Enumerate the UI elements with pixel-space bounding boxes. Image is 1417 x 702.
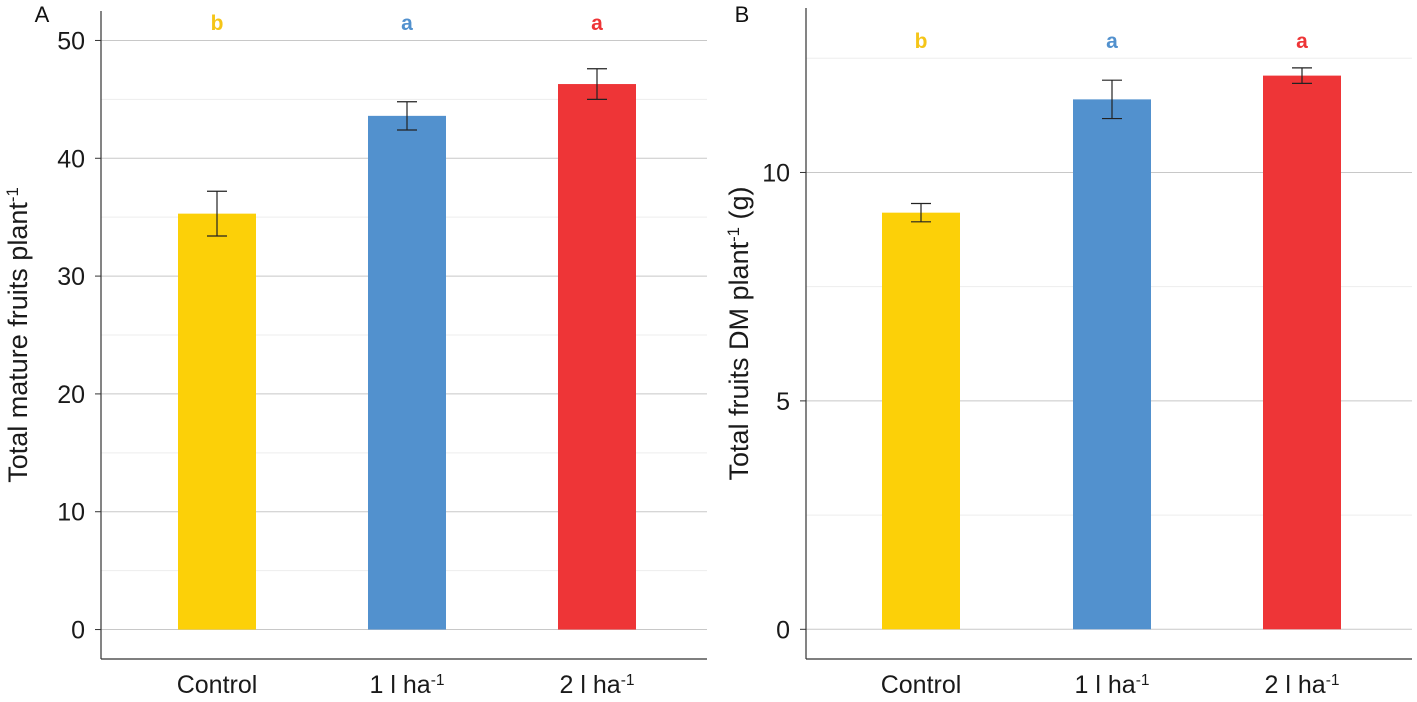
y-tick-label: 0 [71, 617, 85, 645]
x-tick-label-2: 1 l ha-1 [1075, 671, 1150, 697]
significance-letter-2: a [401, 12, 413, 35]
bar-3 [558, 84, 636, 630]
y-axis-label-suffix: (g) [724, 187, 754, 228]
significance-letter-1: b [211, 12, 224, 35]
x-tick-label-1: Control [177, 671, 258, 697]
x-tick-label-text: Control [881, 671, 962, 697]
y-tick-label: 10 [57, 499, 85, 527]
x-tick-label-1: Control [881, 671, 962, 697]
significance-letter-1: b [915, 30, 928, 53]
x-tick-label-text: 1 l ha [1075, 671, 1136, 697]
bar-1 [882, 212, 960, 630]
significance-letter-3: a [1296, 30, 1308, 53]
x-tick-label-text: Control [177, 671, 258, 697]
y-tick-label: 30 [57, 263, 85, 291]
x-tick-label-superscript: -1 [431, 672, 445, 689]
x-tick-label-superscript: -1 [1326, 672, 1340, 689]
y-tick-label: 0 [776, 616, 790, 644]
bar-2 [1073, 99, 1151, 630]
y-tick-label: 20 [57, 381, 85, 409]
y-axis-label-superscript: -1 [724, 227, 743, 242]
x-tick-label-superscript: -1 [1136, 672, 1150, 689]
y-tick-label: 5 [776, 388, 790, 416]
x-tick-label-text: 2 l ha [560, 671, 621, 697]
bar-1 [178, 213, 256, 630]
y-axis-label-text: Total fruits DM plant [724, 241, 754, 480]
panel-label: A [35, 2, 50, 27]
y-axis-label: Total fruits DM plant-1 (g) [724, 187, 755, 481]
y-tick-label: 40 [57, 145, 85, 173]
y-axis-label: Total mature fruits plant-1 [3, 187, 34, 483]
x-tick-label-superscript: -1 [621, 672, 635, 689]
y-tick-label: 50 [57, 27, 85, 55]
bar-2 [368, 115, 446, 630]
y-axis-label-text: Total mature fruits plant [3, 202, 33, 483]
y-axis-label-superscript: -1 [3, 187, 22, 202]
x-tick-label-text: 2 l ha [1265, 671, 1326, 697]
panel-label: B [735, 2, 750, 27]
significance-letter-3: a [591, 12, 603, 35]
x-tick-label-3: 2 l ha-1 [1265, 671, 1340, 697]
significance-letter-2: a [1106, 30, 1118, 53]
x-tick-label-3: 2 l ha-1 [560, 671, 635, 697]
x-tick-label-2: 1 l ha-1 [370, 671, 445, 697]
x-tick-label-text: 1 l ha [370, 671, 431, 697]
bar-3 [1263, 75, 1341, 630]
y-tick-label: 10 [762, 159, 790, 187]
